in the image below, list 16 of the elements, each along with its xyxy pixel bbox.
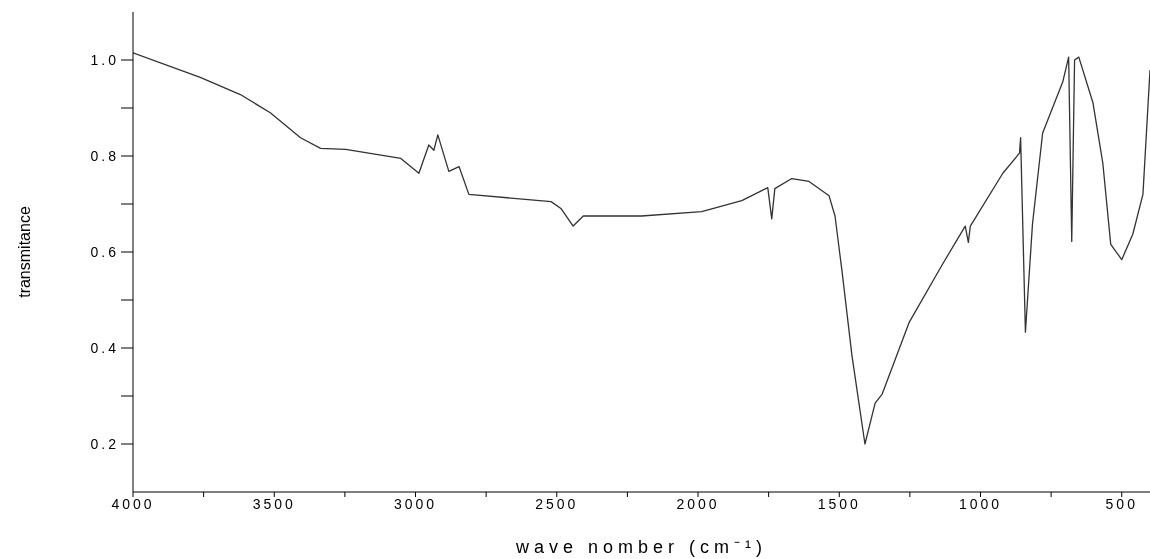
y-axis-title: transmitance	[16, 206, 33, 298]
x-tick-label: 2500	[535, 495, 579, 512]
x-tick-label: 3500	[252, 495, 296, 512]
x-tick-label: 3000	[393, 495, 438, 512]
x-tick-label: 500	[1105, 495, 1138, 512]
line-series	[133, 52, 1150, 445]
y-tick-label: 0.6	[90, 243, 119, 260]
y-tick-label: 0.2	[90, 435, 119, 452]
y-tick-label: 0.8	[90, 147, 119, 164]
x-axis-title: wave nomber (cm⁻¹)	[514, 537, 768, 557]
y-tick-label: 0.4	[90, 339, 119, 356]
x-tick-label: 2000	[676, 495, 720, 512]
y-tick-label: 1.0	[90, 51, 119, 68]
x-tick-label: 4000	[111, 495, 155, 512]
x-tick-label: 1000	[958, 495, 1003, 512]
x-tick-label: 1500	[817, 495, 861, 512]
